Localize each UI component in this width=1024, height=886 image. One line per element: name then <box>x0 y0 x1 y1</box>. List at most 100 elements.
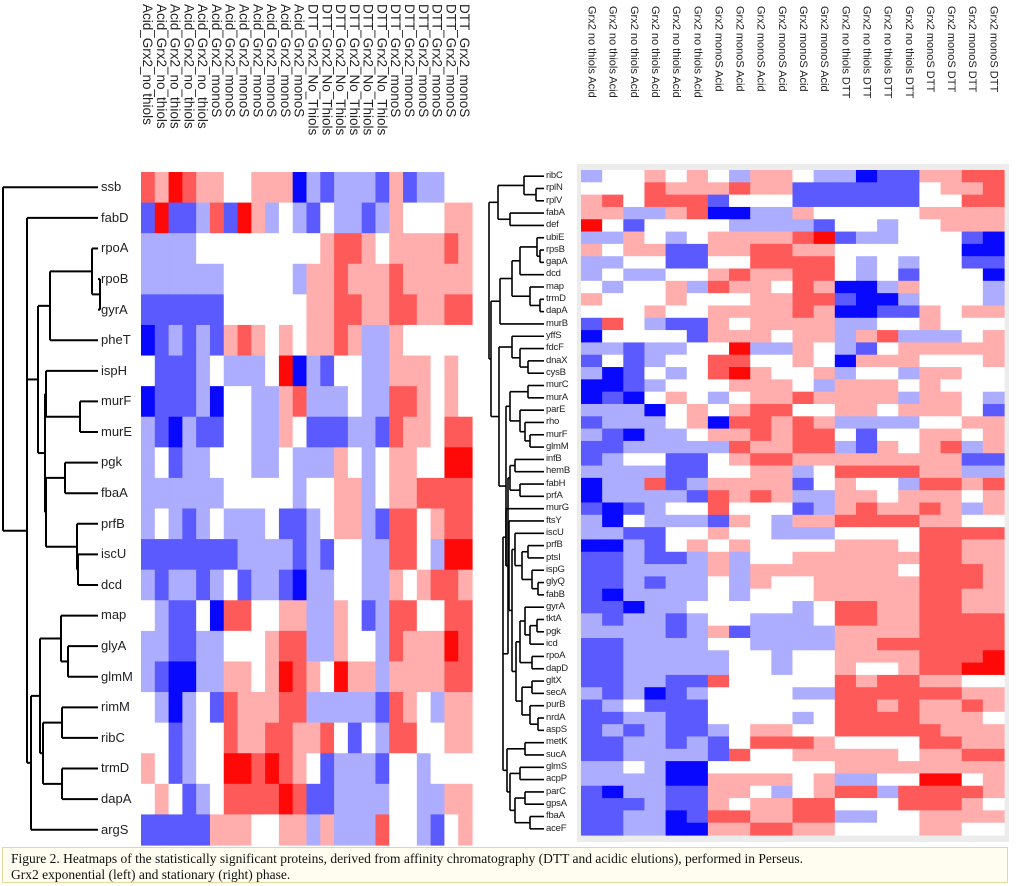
heatmap-cell <box>750 305 772 319</box>
heatmap-cell <box>919 268 942 282</box>
heatmap-cell <box>813 268 836 282</box>
heatmap-cell <box>855 354 878 368</box>
heatmap-cell <box>623 465 646 479</box>
heatmap-cell <box>707 748 730 762</box>
heatmap-cell <box>347 600 363 632</box>
heatmap-cell <box>834 761 857 775</box>
heatmap-cell <box>940 182 963 196</box>
heatmap-cell <box>347 263 363 295</box>
heatmap-cell <box>623 416 646 430</box>
heatmap-cell <box>834 637 857 651</box>
heatmap-cell <box>644 822 667 836</box>
heatmap-cell <box>982 736 1005 750</box>
heatmap-cell <box>306 416 321 448</box>
heatmap-cell <box>940 601 963 614</box>
heatmap-cell <box>940 687 963 701</box>
heatmap-cell <box>877 601 899 614</box>
heatmap-cell <box>416 569 432 601</box>
heatmap-cell <box>141 722 156 754</box>
heatmap-cell <box>602 687 624 701</box>
row-label: glmM <box>546 440 569 452</box>
heatmap-cell <box>347 539 363 571</box>
heatmap-cell <box>855 416 878 430</box>
heatmap-cell <box>361 692 377 724</box>
heatmap-cell <box>686 243 709 257</box>
heatmap-cell <box>389 477 404 510</box>
heatmap-cell <box>919 367 942 380</box>
heatmap-cell <box>306 294 321 326</box>
heatmap-cell <box>982 465 1005 479</box>
heatmap-cell <box>792 588 815 602</box>
heatmap-cell <box>644 403 667 417</box>
row-label: parC <box>546 785 566 797</box>
heatmap-cell <box>750 330 772 343</box>
heatmap-cell <box>209 569 225 601</box>
heatmap-cell <box>898 613 920 627</box>
heatmap-cell <box>834 613 857 627</box>
heatmap-cell <box>209 447 225 479</box>
heatmap-cell <box>686 613 709 627</box>
heatmap-cell <box>961 367 984 380</box>
heatmap-cell <box>430 324 446 357</box>
heatmap-cell <box>898 317 920 331</box>
heatmap-cell <box>347 355 363 387</box>
heatmap-cell <box>141 692 156 724</box>
heatmap-cell <box>792 514 815 528</box>
heatmap-cell <box>855 440 878 454</box>
heatmap-cell <box>919 280 942 294</box>
heatmap-cell <box>792 182 815 196</box>
heatmap-cell <box>877 317 899 331</box>
heatmap-cell <box>877 711 899 725</box>
heatmap-cell <box>602 625 624 639</box>
heatmap-cell <box>665 564 688 577</box>
column-label: Acid_Grx2_monoS <box>291 4 307 118</box>
heatmap-cell <box>855 761 878 775</box>
heatmap-cell <box>686 256 709 270</box>
heatmap-cell <box>458 447 473 479</box>
heatmap-cell <box>771 687 794 701</box>
heatmap-cell <box>665 588 688 602</box>
heatmap-cell <box>729 243 751 257</box>
heatmap-cell <box>792 761 815 775</box>
heatmap-cell <box>182 447 197 479</box>
heatmap-cell <box>403 722 418 754</box>
heatmap-cell <box>265 416 280 448</box>
heatmap-cell <box>602 724 624 738</box>
heatmap-cell <box>940 305 963 319</box>
heatmap-cell <box>834 490 857 504</box>
heatmap-cell <box>750 280 772 294</box>
heatmap-cell <box>237 814 252 846</box>
heatmap-cell <box>750 822 772 836</box>
heatmap-cell <box>686 650 709 664</box>
heatmap-cell <box>813 403 836 417</box>
heatmap-cell <box>141 600 156 632</box>
heatmap-cell <box>898 379 920 393</box>
heatmap-cell <box>375 202 390 234</box>
heatmap-cell <box>416 722 432 754</box>
heatmap-cell <box>750 379 772 393</box>
heatmap-cell <box>251 263 266 295</box>
column-label: Grx2 monoS DTT <box>923 6 936 93</box>
heatmap-cell <box>141 508 156 540</box>
heatmap-cell <box>334 416 349 448</box>
heatmap-cell <box>813 773 836 787</box>
heatmap-cell <box>729 822 751 836</box>
heatmap-cell <box>602 650 624 664</box>
heatmap-cell <box>729 206 751 220</box>
heatmap-cell <box>168 661 183 693</box>
heatmap-cell <box>581 539 603 553</box>
row-label: yffS <box>546 330 562 342</box>
heatmap-cell <box>792 711 815 725</box>
row-label: fabD <box>101 209 129 225</box>
heatmap-cell <box>168 263 183 295</box>
heatmap-cell <box>834 822 857 836</box>
heatmap-cell <box>792 206 815 220</box>
heatmap-cell <box>919 551 942 565</box>
heatmap-cell <box>154 477 170 510</box>
row-label: nrdA <box>546 711 566 723</box>
heatmap-cell <box>686 379 709 393</box>
heatmap-cell <box>813 367 836 380</box>
heatmap-cell <box>665 219 688 233</box>
heatmap-cell <box>389 416 404 448</box>
heatmap-cell <box>919 354 942 368</box>
